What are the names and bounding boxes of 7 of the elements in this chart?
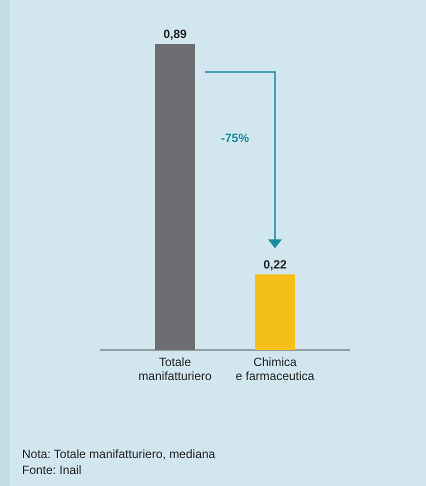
source-note: Fonte: Inail (22, 463, 82, 477)
annotation: -75% (220, 131, 250, 145)
x-tick-label: Totale manifatturiero (138, 355, 212, 383)
text: Nota: Totale manifatturiero, mediana (22, 447, 216, 461)
data-label: 0,22 (263, 257, 287, 272)
x-tick-label: Chimica e farmaceutica (236, 355, 315, 383)
data-label: 0,89 (163, 27, 187, 41)
